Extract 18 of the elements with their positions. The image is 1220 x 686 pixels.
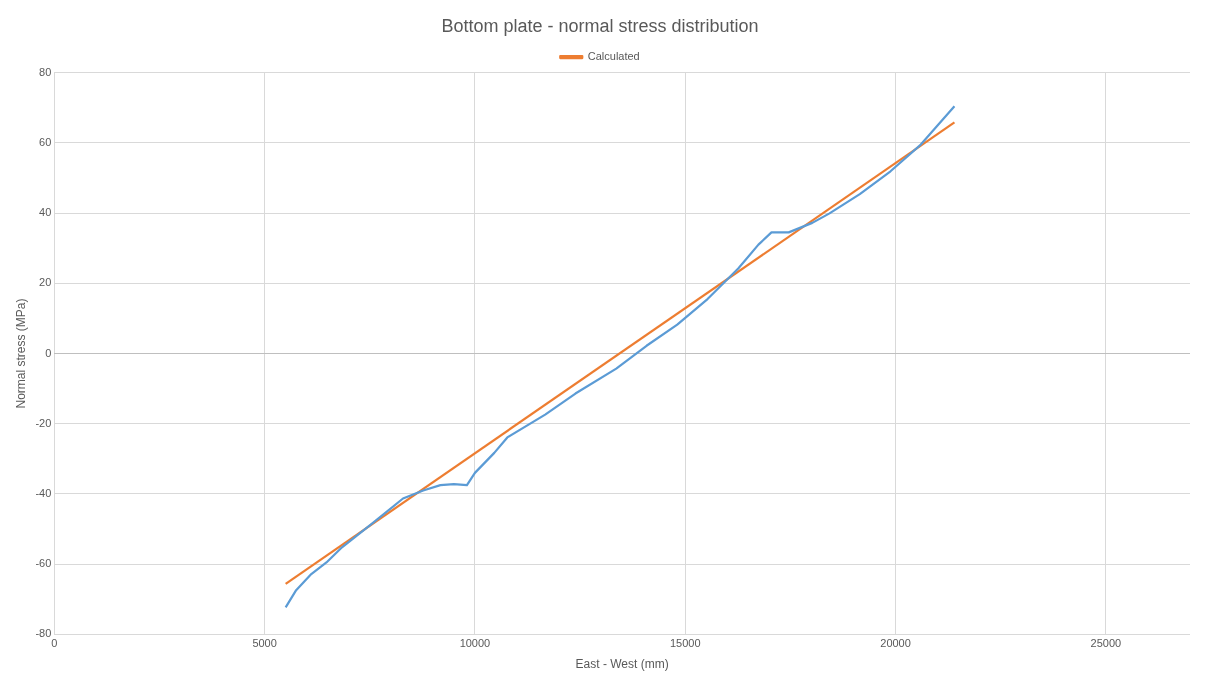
y-tick-label: -60 [35, 557, 52, 570]
x-tick-label: 25000 [1090, 637, 1122, 650]
y-tick-label: -40 [35, 486, 52, 499]
y-tick-label: -20 [35, 416, 52, 429]
x-tick-label: 15000 [669, 637, 701, 650]
y-tick-label: -80 [35, 627, 52, 640]
y-axis-title: Normal stress (MPa) [13, 298, 28, 409]
x-tick-label: 5000 [252, 637, 277, 650]
y-tick-label: 20 [39, 276, 52, 289]
y-tick-label: 60 [39, 135, 52, 148]
y-tick-label: 80 [39, 65, 52, 78]
x-axis-title: East - West (mm) [575, 657, 669, 672]
legend-label: Calculated [587, 50, 640, 63]
y-tick-label: 0 [45, 346, 52, 359]
x-tick-label: 20000 [880, 637, 911, 650]
y-tick-label: 40 [39, 206, 52, 219]
chart-title: Bottom plate - normal stress distribution [441, 15, 759, 36]
x-tick-label: 10000 [459, 637, 491, 650]
